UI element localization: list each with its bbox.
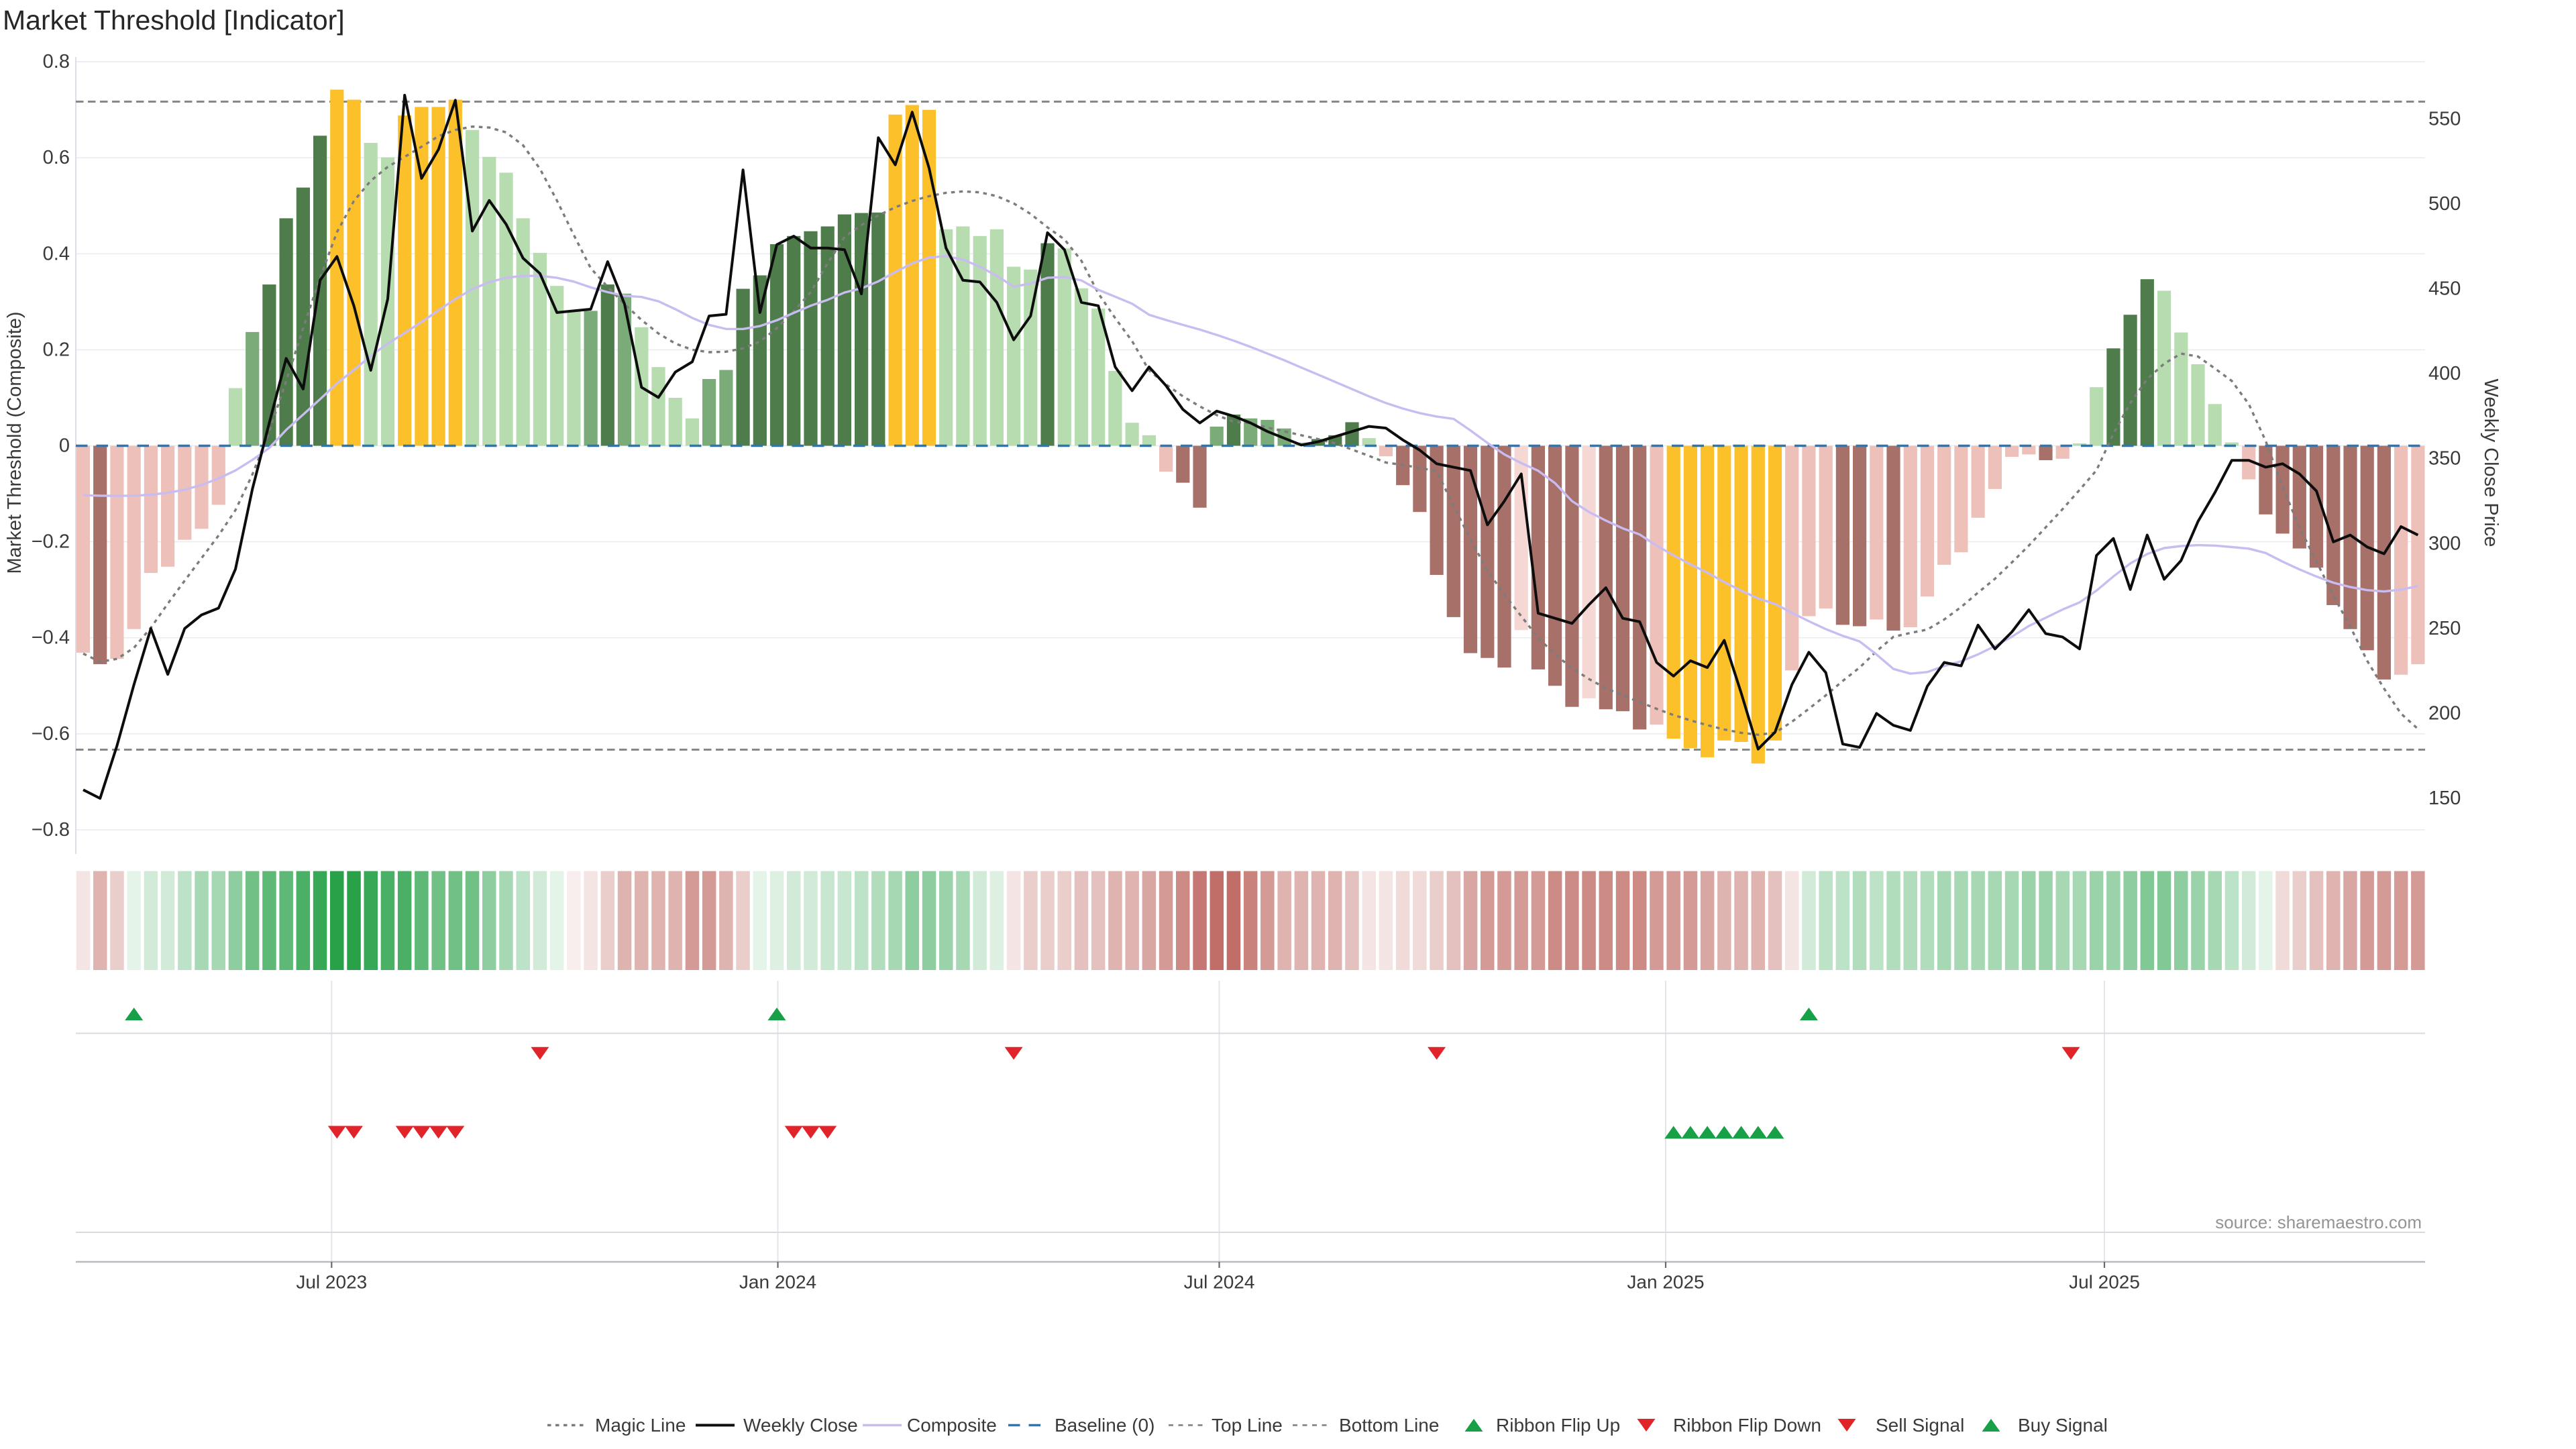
svg-text:−0.8: −0.8 — [32, 819, 70, 841]
svg-text:Market Threshold (Composite): Market Threshold (Composite) — [4, 311, 25, 574]
svg-text:Buy Signal: Buy Signal — [2018, 1415, 2108, 1436]
svg-text:350: 350 — [2428, 448, 2461, 470]
svg-text:Baseline (0): Baseline (0) — [1055, 1415, 1155, 1436]
svg-text:300: 300 — [2428, 533, 2461, 554]
svg-text:Sell Signal: Sell Signal — [1876, 1415, 1964, 1436]
svg-text:0.2: 0.2 — [43, 339, 70, 360]
svg-text:Magic Line: Magic Line — [595, 1415, 686, 1436]
svg-text:Ribbon Flip Up: Ribbon Flip Up — [1496, 1415, 1620, 1436]
svg-text:150: 150 — [2428, 788, 2461, 809]
svg-text:0: 0 — [59, 435, 70, 457]
svg-text:Jan 2024: Jan 2024 — [739, 1272, 816, 1293]
svg-text:Top Line: Top Line — [1212, 1415, 1283, 1436]
svg-text:Jul 2024: Jul 2024 — [1184, 1272, 1255, 1293]
svg-text:Market Threshold [Indicator]: Market Threshold [Indicator] — [3, 5, 345, 36]
svg-text:500: 500 — [2428, 193, 2461, 215]
svg-text:Ribbon Flip Down: Ribbon Flip Down — [1673, 1415, 1821, 1436]
svg-text:source: sharemaestro.com: source: sharemaestro.com — [2215, 1212, 2422, 1232]
svg-text:Jan 2025: Jan 2025 — [1627, 1272, 1704, 1293]
svg-text:−0.6: −0.6 — [32, 723, 70, 745]
svg-text:0.8: 0.8 — [43, 51, 70, 72]
svg-text:400: 400 — [2428, 363, 2461, 384]
svg-text:450: 450 — [2428, 278, 2461, 300]
svg-text:0.4: 0.4 — [43, 243, 70, 264]
svg-text:Weekly Close: Weekly Close — [743, 1415, 858, 1436]
svg-text:Bottom Line: Bottom Line — [1339, 1415, 1439, 1436]
svg-text:0.6: 0.6 — [43, 147, 70, 168]
svg-text:Composite: Composite — [907, 1415, 997, 1436]
svg-text:550: 550 — [2428, 108, 2461, 129]
svg-text:Jul 2025: Jul 2025 — [2069, 1272, 2140, 1293]
svg-text:−0.4: −0.4 — [32, 627, 70, 649]
svg-text:−0.2: −0.2 — [32, 531, 70, 553]
svg-text:Weekly Close Price: Weekly Close Price — [2480, 379, 2502, 547]
svg-text:250: 250 — [2428, 618, 2461, 639]
svg-text:Jul 2023: Jul 2023 — [296, 1272, 367, 1293]
svg-text:200: 200 — [2428, 703, 2461, 724]
